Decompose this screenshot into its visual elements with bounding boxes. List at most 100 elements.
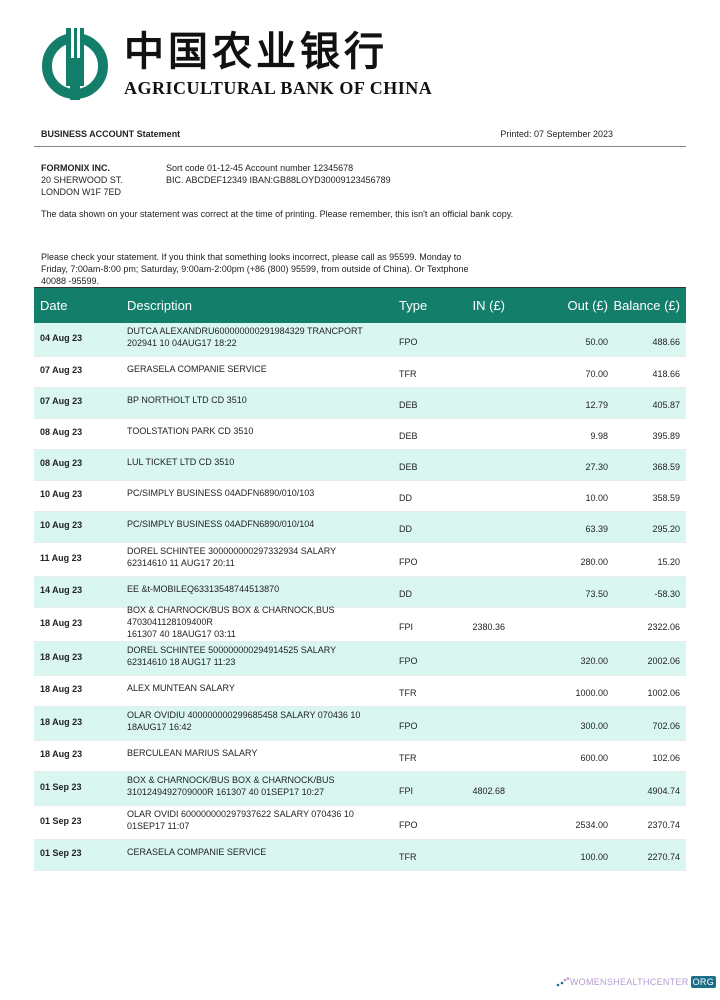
- table-row: 18 Aug 23 BOX & CHARNOCK/BUS BOX & CHARNO…: [34, 605, 686, 642]
- description-line: BOX & CHARNOCK/BUS BOX & CHARNOCK/BUS: [127, 774, 335, 785]
- cell-type: FPO: [399, 556, 418, 567]
- description-line: 62314610 11 AUG17 20:11: [127, 557, 235, 568]
- cell-type: TFR: [399, 369, 417, 379]
- cell-out: 600.00: [580, 753, 608, 763]
- table-row: 10 Aug 23 PC/SIMPLY BUSINESS 04ADFN6890/0…: [34, 512, 686, 543]
- cell-date: 08 Aug 23: [40, 458, 83, 468]
- watermark-dots-icon: [556, 977, 570, 987]
- cell-balance: 2002.06: [647, 655, 680, 666]
- cell-out: 300.00: [580, 720, 608, 731]
- description-line: BOX & CHARNOCK/BUS BOX & CHARNOCK,BUS 47…: [127, 604, 335, 627]
- customer-address: FORMONIX INC. 20 SHERWOOD ST. LONDON W1F…: [41, 162, 123, 198]
- cell-type: TFR: [399, 753, 417, 763]
- cell-date: 10 Aug 23: [40, 489, 83, 499]
- description-line: OLAR OVIDIU 400000000299685458 SALARY 07…: [127, 709, 361, 720]
- table-row: 18 Aug 23 BERCULEAN MARIUS SALARY TFR 600.0…: [34, 741, 686, 772]
- cell-in: 4802.68: [472, 785, 505, 796]
- bic-iban: BIC. ABCDEF12349 IBAN:GB88LOYD3000912345…: [166, 175, 391, 185]
- cell-balance: 2370.74: [647, 819, 680, 830]
- header-date: Date: [40, 298, 68, 313]
- bank-name-cn: 中国农业银行: [124, 27, 388, 75]
- description-line: PC/SIMPLY BUSINESS 04ADFN6890/010/103: [127, 488, 315, 498]
- table-row: 18 Aug 23 DOREL SCHINTEE 5000000002949145…: [34, 642, 686, 676]
- cell-date: 14 Aug 23: [40, 585, 83, 595]
- cell-balance: 368.59: [652, 462, 680, 472]
- cell-type: FPO: [399, 655, 418, 666]
- cell-balance: 2270.74: [647, 852, 680, 862]
- bank-logo: 中国农业银行 AGRICULTURAL BANK OF CHINA: [40, 26, 432, 102]
- description-line: 202941 10 04AUG17 18:22: [127, 337, 237, 348]
- contact-note: Please check your statement. If you thin…: [41, 252, 469, 286]
- statement-title: BUSINESS ACCOUNT Statement: [41, 129, 181, 139]
- header-in: IN (£): [472, 298, 506, 313]
- watermark: WOMENSHEALTHCENTER ORG: [556, 976, 716, 988]
- cell-out: 50.00: [585, 336, 608, 347]
- table-row: 10 Aug 23 PC/SIMPLY BUSINESS 04ADFN6890/0…: [34, 481, 686, 512]
- table-row: 18 Aug 23 OLAR OVIDIU 400000000299685458 …: [34, 707, 686, 741]
- cell-type: FPI: [399, 621, 414, 632]
- cell-in: 2380.36: [472, 621, 505, 632]
- table-body: 04 Aug 23 DUTCA ALEXANDRU6000000002919843…: [34, 323, 686, 871]
- cell-date: 01 Sep 23: [40, 781, 82, 792]
- header-out: Out (£): [567, 298, 608, 313]
- cell-description: BOX & CHARNOCK/BUS BOX & CHARNOCK,BUS 47…: [127, 604, 399, 640]
- table-row: 11 Aug 23 DOREL SCHINTEE 3000000002973329…: [34, 543, 686, 577]
- cell-date: 18 Aug 23: [40, 651, 83, 662]
- description-line: 01SEP17 11:07: [127, 820, 190, 831]
- cell-description: DOREL SCHINTEE 500000000294914525 SALARY…: [127, 644, 399, 668]
- cell-description: TOOLSTATION PARK CD 3510: [127, 425, 399, 437]
- description-line: GERASELA COMPANIE SERVICE: [127, 364, 267, 374]
- description-line: DOREL SCHINTEE 300000000297332934 SALARY: [127, 545, 337, 556]
- cell-description: PC/SIMPLY BUSINESS 04ADFN6890/010/104: [127, 518, 399, 530]
- accuracy-note: The data shown on your statement was cor…: [41, 209, 514, 219]
- cell-date: 18 Aug 23: [40, 684, 83, 694]
- cell-type: DD: [399, 524, 412, 534]
- cell-description: CERASELA COMPANIE SERVICE: [127, 846, 399, 858]
- cell-type: FPI: [399, 785, 414, 796]
- cell-balance: 702.06: [652, 720, 680, 731]
- table-row: 01 Sep 23 OLAR OVIDI 600000000297937622 S…: [34, 806, 686, 840]
- cell-description: BP NORTHOLT LTD CD 3510: [127, 394, 399, 406]
- table-row: 14 Aug 23 EE &t-MOBILEQ63313548744513870 D…: [34, 577, 686, 608]
- cell-description: DUTCA ALEXANDRU600000000291984329 TRANCP…: [127, 325, 399, 349]
- cell-balance: 405.87: [652, 400, 680, 410]
- cell-date: 07 Aug 23: [40, 396, 83, 406]
- cell-type: FPO: [399, 336, 418, 347]
- cell-balance: 15.20: [657, 556, 680, 567]
- description-line: LUL TICKET LTD CD 3510: [127, 457, 235, 467]
- description-line: 62314610 18 AUG17 11:23: [127, 656, 236, 667]
- description-line: ALEX MUNTEAN SALARY: [127, 683, 235, 693]
- cell-out: 100.00: [580, 852, 608, 862]
- cell-description: LUL TICKET LTD CD 3510: [127, 456, 399, 468]
- cell-type: TFR: [399, 852, 417, 862]
- cell-balance: 4904.74: [647, 785, 680, 796]
- table-row: 07 Aug 23 BP NORTHOLT LTD CD 3510 DEB 12.79…: [34, 388, 686, 419]
- table-header: Date Description Type IN (£) Out (£) Bal…: [34, 287, 686, 323]
- description-line: DUTCA ALEXANDRU600000000291984329 TRANCP…: [127, 325, 363, 336]
- transactions-table: Date Description Type IN (£) Out (£) Bal…: [34, 287, 686, 871]
- cell-out: 10.00: [585, 493, 608, 503]
- cell-date: 01 Sep 23: [40, 848, 82, 858]
- cell-date: 18 Aug 23: [40, 617, 83, 628]
- cell-type: DD: [399, 493, 412, 503]
- header-balance: Balance (£): [613, 298, 680, 313]
- divider: [34, 146, 686, 147]
- cell-type: DEB: [399, 431, 418, 441]
- account-details: Sort code 01-12-45 Account number 123456…: [166, 162, 391, 186]
- description-line: BP NORTHOLT LTD CD 3510: [127, 395, 247, 405]
- cell-balance: 295.20: [652, 524, 680, 534]
- table-row: 07 Aug 23 GERASELA COMPANIE SERVICE TFR 70.…: [34, 357, 686, 388]
- cell-date: 08 Aug 23: [40, 427, 83, 437]
- description-line: PC/SIMPLY BUSINESS 04ADFN6890/010/104: [127, 519, 315, 529]
- cell-out: 1000.00: [575, 688, 608, 698]
- customer-name: FORMONIX INC.: [41, 163, 110, 173]
- bank-name-en: AGRICULTURAL BANK OF CHINA: [124, 77, 433, 98]
- table-row: 01 Sep 23 BOX & CHARNOCK/BUS BOX & CHARNO…: [34, 772, 686, 806]
- cell-date: 10 Aug 23: [40, 520, 83, 530]
- cell-out: 12.79: [585, 400, 608, 410]
- cell-type: DEB: [399, 400, 418, 410]
- cell-description: EE &t-MOBILEQ63313548744513870: [127, 583, 399, 595]
- cell-description: PC/SIMPLY BUSINESS 04ADFN6890/010/103: [127, 487, 399, 499]
- cell-out: 73.50: [585, 589, 608, 599]
- description-line: 18AUG17 16:42: [127, 721, 192, 732]
